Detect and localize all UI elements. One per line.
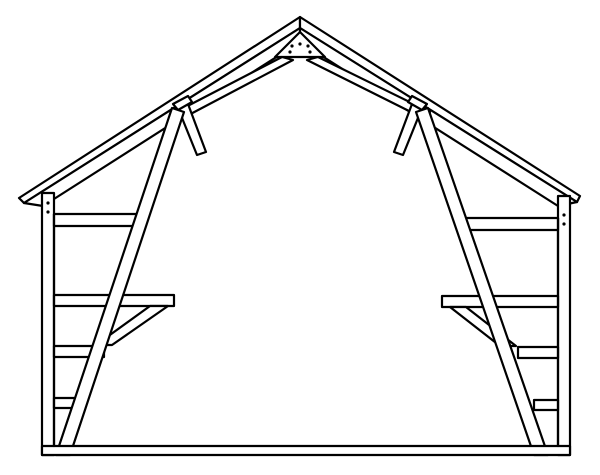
left-post — [40, 191, 56, 457]
left-upper-girt — [52, 212, 142, 228]
right-lower-girt — [516, 345, 560, 360]
right-rafter — [298, 15, 582, 208]
right-post — [556, 194, 572, 457]
left-knee-brace — [94, 304, 170, 347]
right-loft-beam — [440, 294, 560, 309]
peak-gusset-plate — [273, 30, 327, 59]
left-diagonal-brace — [54, 106, 186, 457]
right-bottom-girt — [532, 398, 560, 412]
floor-sill — [40, 444, 572, 457]
left-collar-block — [171, 94, 194, 112]
right-diagonal-brace — [414, 106, 550, 457]
right-upper-girt — [464, 216, 560, 232]
